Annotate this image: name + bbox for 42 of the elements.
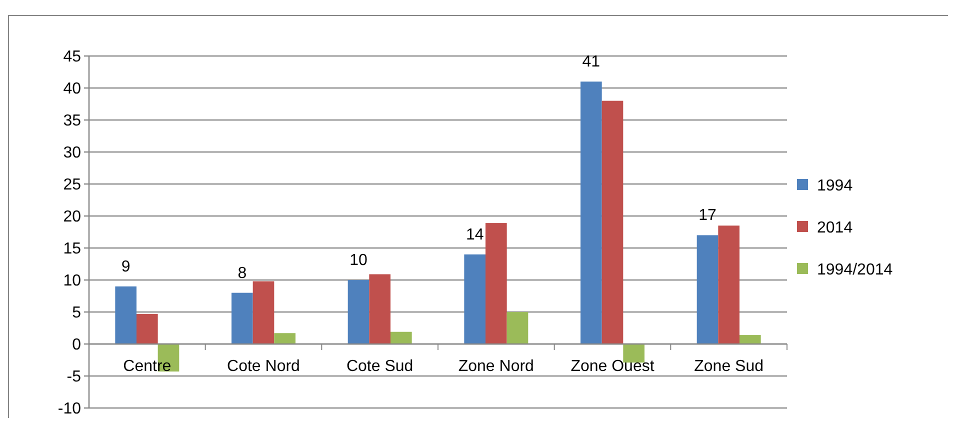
data-label: 9 bbox=[121, 258, 130, 276]
x-tick-label: Zone Sud bbox=[694, 358, 764, 375]
bar bbox=[696, 235, 718, 344]
data-label: 17 bbox=[698, 207, 717, 224]
bar bbox=[602, 100, 624, 344]
bar bbox=[232, 292, 253, 344]
x-tick-label: Cote Sud bbox=[346, 358, 414, 375]
data-label: 8 bbox=[238, 264, 247, 282]
legend-label: 2014 bbox=[817, 220, 853, 237]
bar bbox=[348, 280, 370, 344]
bar bbox=[486, 223, 507, 344]
y-tick-label: 15 bbox=[63, 240, 82, 258]
data-label: 10 bbox=[350, 252, 368, 269]
bar bbox=[739, 335, 761, 344]
bar bbox=[506, 312, 528, 344]
y-tick-label: 25 bbox=[63, 176, 82, 194]
legend-label: 1994 bbox=[817, 178, 853, 195]
data-label: 41 bbox=[582, 54, 600, 71]
legend-label: 1994/2014 bbox=[817, 262, 893, 279]
x-tick-label: Zone Nord bbox=[458, 358, 534, 375]
y-tick-label: 0 bbox=[72, 336, 82, 354]
bar bbox=[274, 333, 296, 344]
y-tick-label: 5 bbox=[72, 304, 82, 322]
y-tick-label: 10 bbox=[63, 272, 82, 290]
y-tick-label: 30 bbox=[63, 144, 82, 162]
bar bbox=[252, 281, 274, 344]
bar bbox=[464, 254, 486, 344]
data-label: 14 bbox=[466, 226, 484, 244]
bar bbox=[580, 82, 602, 344]
bar bbox=[369, 274, 390, 344]
y-tick-label: 35 bbox=[63, 112, 82, 130]
bar bbox=[115, 286, 137, 344]
bar bbox=[390, 332, 412, 344]
y-tick-label: 45 bbox=[63, 48, 82, 66]
bar bbox=[718, 226, 740, 344]
y-tick-label: 40 bbox=[63, 80, 82, 98]
x-tick-label: Zone Ouest bbox=[570, 358, 655, 375]
bar bbox=[136, 314, 158, 344]
y-tick-label: -10 bbox=[58, 400, 82, 418]
y-tick-label: -5 bbox=[66, 368, 82, 386]
x-tick-label: Cote Nord bbox=[227, 358, 300, 375]
y-tick-label: 20 bbox=[63, 208, 82, 226]
